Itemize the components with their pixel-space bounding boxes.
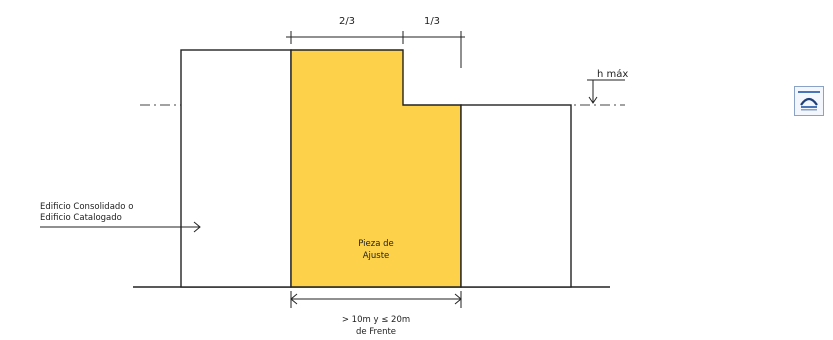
dimension-two-thirds: 2/3 (339, 16, 355, 27)
floating-widget-button[interactable] (794, 86, 824, 116)
front-label-line1: > 10m y ≤ 20m (342, 315, 410, 325)
arch-icon (798, 91, 820, 111)
front-label-line2: de Frente (356, 327, 396, 337)
hmax-marker (587, 79, 625, 104)
side-label-line1: Edificio Consolidado o (40, 202, 133, 212)
hmax-label: h máx (597, 68, 628, 80)
right-building (460, 104, 572, 288)
dimension-one-third: 1/3 (424, 16, 440, 27)
side-arrow (40, 221, 201, 233)
front-dimension (290, 291, 462, 308)
left-building (180, 49, 292, 288)
center-label-line1: Pieza de (358, 239, 394, 249)
top-dimension (286, 31, 465, 68)
center-label-line2: Ajuste (363, 251, 390, 261)
side-label-line2: Edificio Catalogado (40, 213, 122, 223)
